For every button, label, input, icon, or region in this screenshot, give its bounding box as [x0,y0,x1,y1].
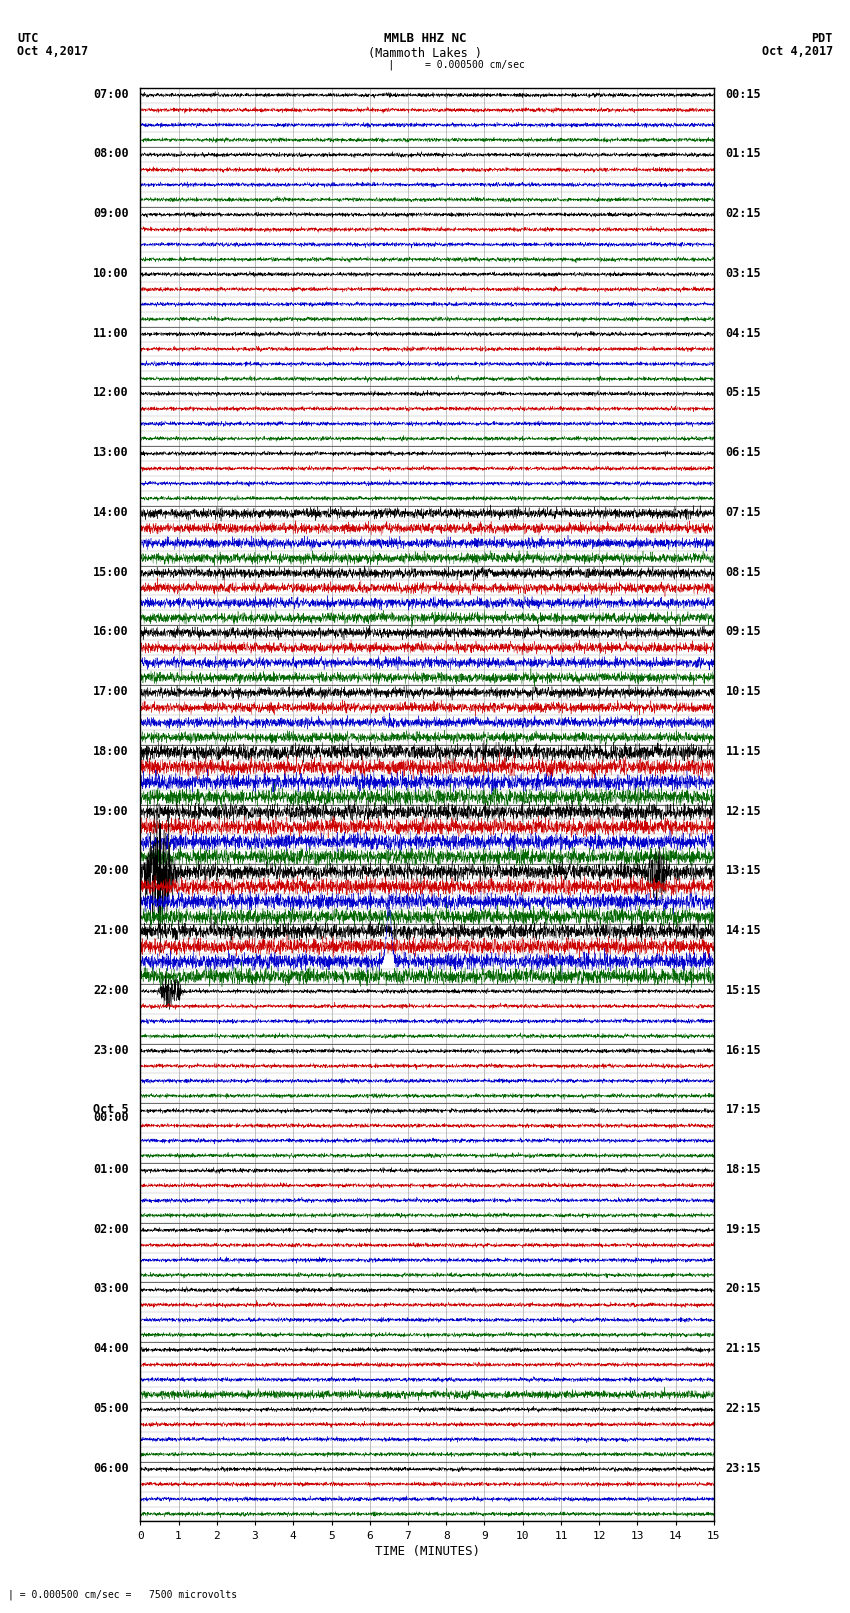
Text: 09:00: 09:00 [94,206,129,219]
Text: 08:00: 08:00 [94,147,129,160]
Text: 10:15: 10:15 [725,686,761,698]
Text: 00:00: 00:00 [94,1111,129,1124]
Text: 04:00: 04:00 [94,1342,129,1355]
Text: 00:15: 00:15 [725,87,761,100]
Text: 07:15: 07:15 [725,506,761,519]
Text: 18:15: 18:15 [725,1163,761,1176]
Text: 20:15: 20:15 [725,1282,761,1295]
Text: MMLB HHZ NC: MMLB HHZ NC [383,32,467,45]
Text: | = 0.000500 cm/sec =   7500 microvolts: | = 0.000500 cm/sec = 7500 microvolts [8,1589,238,1600]
Text: 23:00: 23:00 [94,1044,129,1057]
Text: 22:15: 22:15 [725,1402,761,1415]
Text: 22:00: 22:00 [94,984,129,997]
Text: 12:00: 12:00 [94,386,129,400]
Text: = 0.000500 cm/sec: = 0.000500 cm/sec [425,60,524,69]
Text: 14:00: 14:00 [94,506,129,519]
Text: 13:00: 13:00 [94,447,129,460]
Text: 02:00: 02:00 [94,1223,129,1236]
Text: 17:15: 17:15 [725,1103,761,1116]
Text: 05:00: 05:00 [94,1402,129,1415]
Text: 09:15: 09:15 [725,626,761,639]
X-axis label: TIME (MINUTES): TIME (MINUTES) [375,1545,479,1558]
Text: 02:15: 02:15 [725,206,761,219]
Text: 10:00: 10:00 [94,266,129,279]
Text: 14:15: 14:15 [725,924,761,937]
Text: 08:15: 08:15 [725,566,761,579]
Text: 06:00: 06:00 [94,1461,129,1474]
Text: 03:15: 03:15 [725,266,761,279]
Text: 15:15: 15:15 [725,984,761,997]
Text: 13:15: 13:15 [725,865,761,877]
Text: 03:00: 03:00 [94,1282,129,1295]
Text: 16:15: 16:15 [725,1044,761,1057]
Text: |: | [388,60,394,71]
Text: UTC: UTC [17,32,38,45]
Text: 11:15: 11:15 [725,745,761,758]
Text: 01:15: 01:15 [725,147,761,160]
Text: 23:15: 23:15 [725,1461,761,1474]
Text: 07:00: 07:00 [94,87,129,100]
Text: 21:15: 21:15 [725,1342,761,1355]
Text: 15:00: 15:00 [94,566,129,579]
Text: 12:15: 12:15 [725,805,761,818]
Text: 17:00: 17:00 [94,686,129,698]
Text: 16:00: 16:00 [94,626,129,639]
Text: 01:00: 01:00 [94,1163,129,1176]
Text: Oct 5: Oct 5 [94,1103,129,1116]
Text: 18:00: 18:00 [94,745,129,758]
Text: 06:15: 06:15 [725,447,761,460]
Text: PDT: PDT [812,32,833,45]
Text: 21:00: 21:00 [94,924,129,937]
Text: 19:00: 19:00 [94,805,129,818]
Text: Oct 4,2017: Oct 4,2017 [762,45,833,58]
Text: (Mammoth Lakes ): (Mammoth Lakes ) [368,47,482,60]
Text: Oct 4,2017: Oct 4,2017 [17,45,88,58]
Text: 11:00: 11:00 [94,326,129,340]
Text: 05:15: 05:15 [725,386,761,400]
Text: 04:15: 04:15 [725,326,761,340]
Text: 19:15: 19:15 [725,1223,761,1236]
Text: 20:00: 20:00 [94,865,129,877]
